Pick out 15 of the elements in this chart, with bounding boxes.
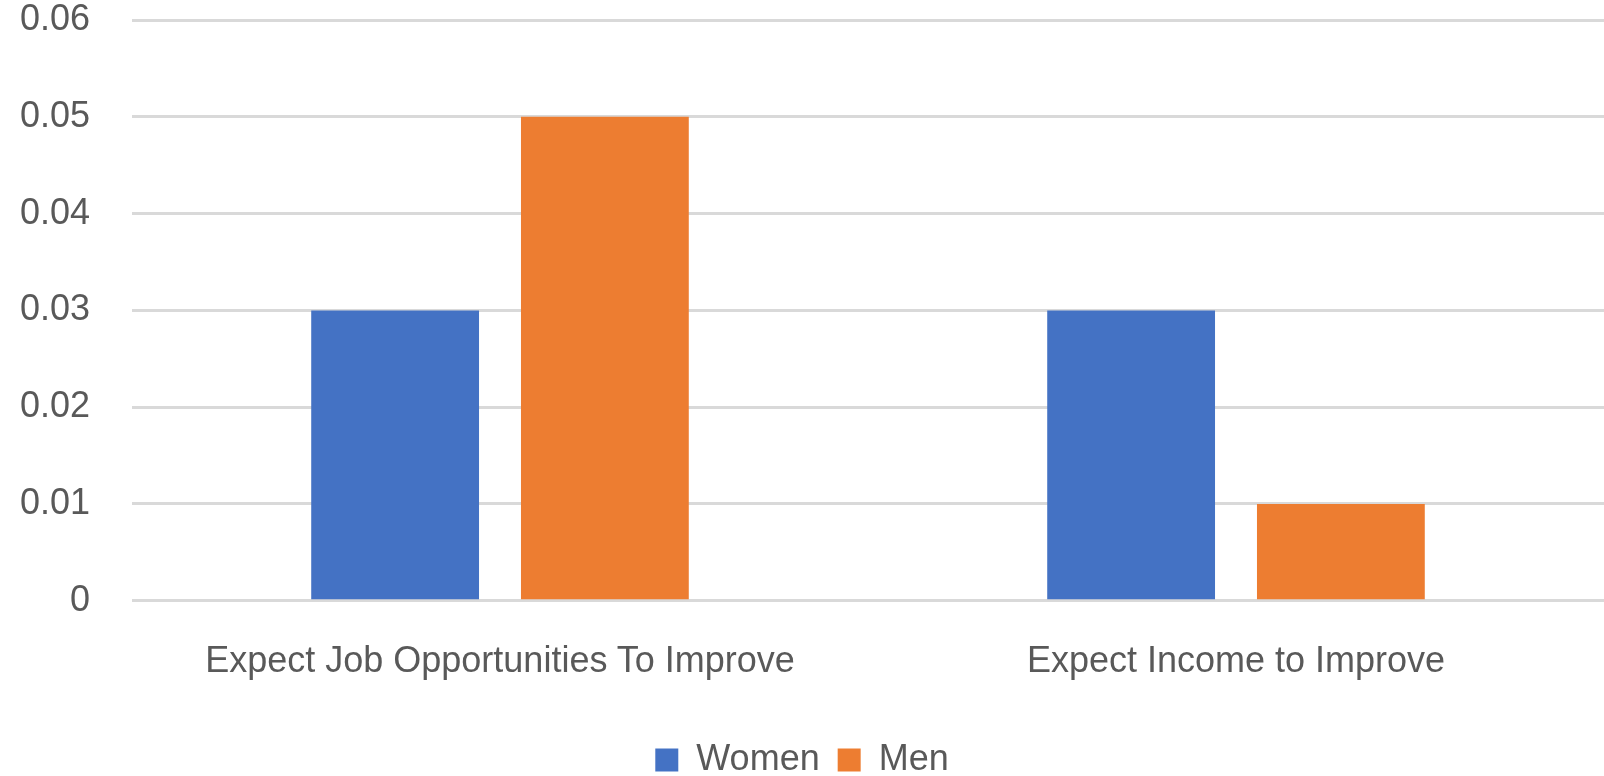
y-tick-label: 0.04 — [19, 190, 90, 232]
legend-label: Men — [878, 736, 949, 776]
y-tick-label: 0.01 — [19, 480, 90, 522]
bar — [1047, 310, 1216, 600]
x-tick-label: Expect Job Opportunities To Improve — [205, 639, 795, 681]
y-tick-label: 0.03 — [19, 287, 90, 329]
bar — [311, 310, 480, 600]
legend-label: Women — [696, 736, 820, 776]
x-tick-label: Expect Income to Improve — [1026, 639, 1446, 681]
bar — [520, 116, 689, 600]
y-tick-label: 0.06 — [19, 0, 90, 38]
y-tick-label: 0.02 — [19, 384, 90, 426]
y-tick-label: 0 — [69, 577, 90, 619]
y-tick-label: 0.05 — [19, 93, 90, 135]
bar — [1256, 504, 1425, 600]
